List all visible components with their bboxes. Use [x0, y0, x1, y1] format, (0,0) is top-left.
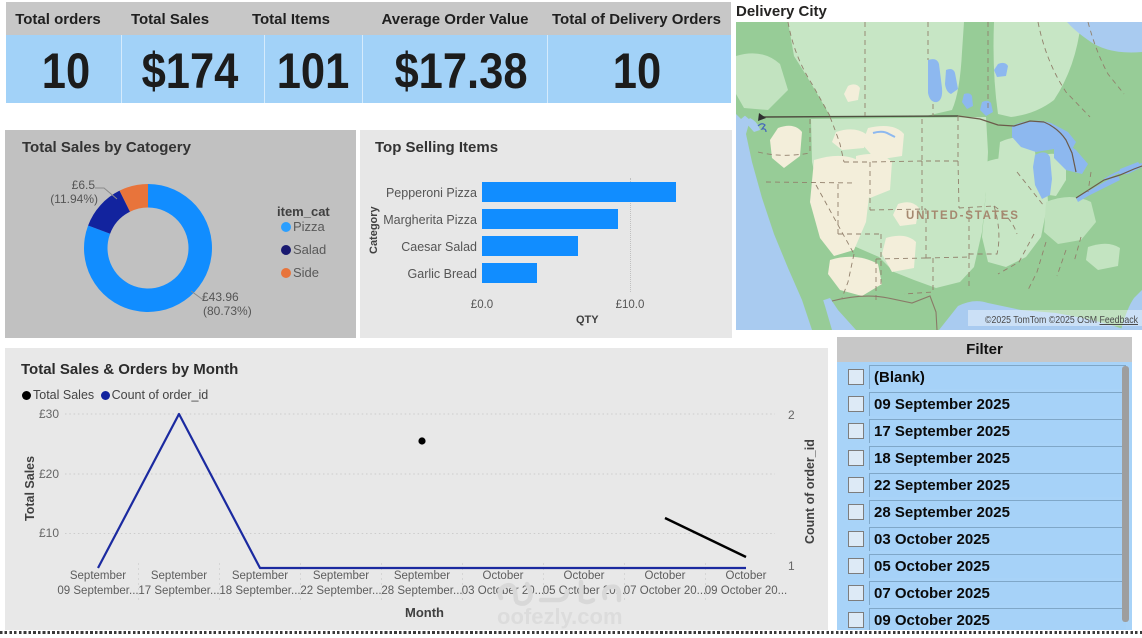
- svg-text:©2025 TomTom ©2025 OSM Feedbac: ©2025 TomTom ©2025 OSM Feedback: [985, 315, 1139, 326]
- svg-text:UNITED-STATES: UNITED-STATES: [906, 210, 1020, 222]
